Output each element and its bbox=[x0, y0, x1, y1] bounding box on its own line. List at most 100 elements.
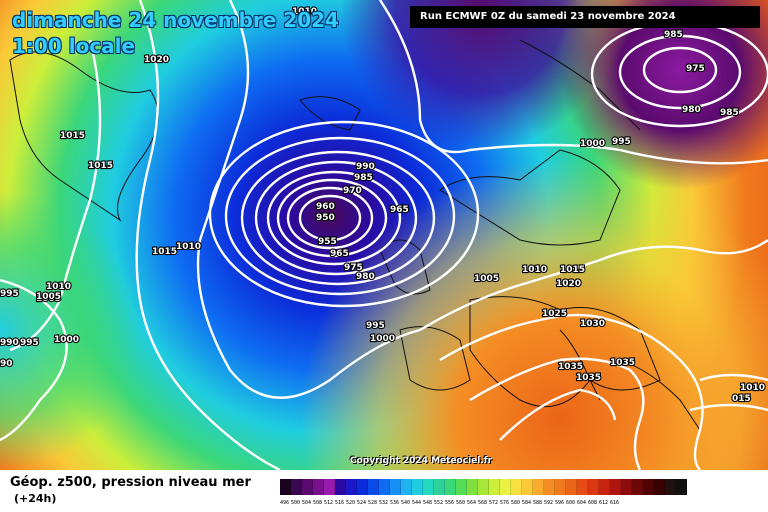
color-scale-swatch bbox=[676, 479, 687, 495]
color-scale-swatch bbox=[500, 479, 511, 495]
legend-footer: Géop. z500, pression niveau mer (+24h) 4… bbox=[0, 470, 768, 512]
color-scale-swatch bbox=[632, 479, 643, 495]
color-scale-tick: 616 bbox=[610, 500, 620, 506]
isobar-label: 990 bbox=[0, 338, 19, 348]
color-scale-swatch bbox=[280, 479, 291, 495]
isobar-label: 960 bbox=[316, 202, 335, 212]
isobar-label: 1035 bbox=[610, 358, 635, 368]
isobar-label: 975 bbox=[686, 64, 705, 74]
color-scale-swatch bbox=[456, 479, 467, 495]
isobar-label: 1015 bbox=[560, 265, 585, 275]
color-scale-swatch bbox=[588, 479, 599, 495]
isobar-labels: 1010 1020 1015 1015 1005 1015 1010 995 1… bbox=[0, 6, 766, 405]
isobar-label: 980 bbox=[356, 272, 375, 282]
color-scale-swatch bbox=[401, 479, 412, 495]
isobar-label: 1015 bbox=[60, 131, 85, 141]
isobar-label: 985 bbox=[720, 108, 739, 118]
isobar-label: 965 bbox=[390, 205, 409, 215]
isobar-label: 995 bbox=[612, 137, 631, 147]
isobar-label: 1000 bbox=[54, 335, 79, 345]
forecast-time-title: 1:00 locale bbox=[12, 34, 136, 58]
isobar-label: 1000 bbox=[370, 334, 395, 344]
color-scale-ticks: 496 500 504 508 512 516 520 524 528 532 536 540 544 5… bbox=[280, 500, 621, 506]
color-scale-tick: 500 bbox=[291, 500, 301, 506]
color-scale-swatch bbox=[390, 479, 401, 495]
color-scale-swatch bbox=[522, 479, 533, 495]
isobar-label: 90 bbox=[0, 359, 13, 369]
color-scale-tick: 540 bbox=[401, 500, 411, 506]
isobar-label: 970 bbox=[343, 186, 362, 196]
color-scale-swatch bbox=[302, 479, 313, 495]
isobar-label: 1020 bbox=[556, 279, 581, 289]
isobar-label: 1005 bbox=[36, 292, 61, 302]
color-scale-swatch bbox=[434, 479, 445, 495]
isobar-label: 1000 bbox=[580, 139, 605, 149]
isobar-label: 1010 bbox=[740, 383, 765, 393]
isobar-label: 1010 bbox=[292, 7, 317, 17]
isobar-label: 1015 bbox=[88, 161, 113, 171]
color-scale-swatch bbox=[533, 479, 544, 495]
color-scale-swatch bbox=[467, 479, 478, 495]
isobar-label: 1035 bbox=[558, 362, 583, 372]
color-scale-tick: 508 bbox=[313, 500, 323, 506]
color-scale-swatch bbox=[643, 479, 654, 495]
color-scale-tick: 528 bbox=[368, 500, 378, 506]
isobar-label: 015 bbox=[732, 394, 751, 404]
color-scale-tick: 596 bbox=[555, 500, 565, 506]
isobar-label: 995 bbox=[20, 338, 39, 348]
color-scale-tick: 556 bbox=[445, 500, 455, 506]
color-scale-swatch bbox=[368, 479, 379, 495]
isobar-label: 965 bbox=[330, 249, 349, 259]
isobar-label: 975 bbox=[344, 263, 363, 273]
color-scale-tick: 568 bbox=[478, 500, 488, 506]
color-scale-tick: 572 bbox=[489, 500, 499, 506]
isobar-label: 1005 bbox=[36, 294, 61, 304]
color-scale-swatch bbox=[511, 479, 522, 495]
color-scale-swatch bbox=[313, 479, 324, 495]
isobar-label: 995 bbox=[0, 289, 19, 299]
color-scale-tick: 520 bbox=[346, 500, 356, 506]
map-panel: 1010 1020 1015 1015 1005 1015 1010 995 1… bbox=[0, 0, 768, 470]
color-scale-swatch bbox=[324, 479, 335, 495]
isobar-label: 985 bbox=[664, 30, 683, 40]
color-scale-tick: 524 bbox=[357, 500, 367, 506]
color-scale-swatch bbox=[445, 479, 456, 495]
isobar-label: 1020 bbox=[144, 55, 169, 65]
color-scale-swatch bbox=[621, 479, 632, 495]
map-canvas: 1010 1020 1015 1015 1005 1015 1010 995 1… bbox=[0, 0, 768, 470]
color-scale-tick: 544 bbox=[412, 500, 422, 506]
color-scale-swatch bbox=[357, 479, 368, 495]
color-scale-tick: 536 bbox=[390, 500, 400, 506]
color-scale-swatch bbox=[291, 479, 302, 495]
isobar-label: 1015 bbox=[152, 247, 177, 257]
isobar-label: 1030 bbox=[580, 319, 605, 329]
color-scale-swatch bbox=[665, 479, 676, 495]
color-scale-tick: 580 bbox=[511, 500, 521, 506]
color-scale-tick: 588 bbox=[533, 500, 543, 506]
isobar-label: 985 bbox=[354, 173, 373, 183]
color-scale-swatch bbox=[478, 479, 489, 495]
color-scale bbox=[280, 479, 687, 495]
color-scale-swatch bbox=[654, 479, 665, 495]
coastlines bbox=[9, 39, 701, 431]
color-scale-tick: 548 bbox=[423, 500, 433, 506]
color-scale-tick: 608 bbox=[588, 500, 598, 506]
color-scale-swatch bbox=[423, 479, 434, 495]
color-scale-tick: 560 bbox=[456, 500, 466, 506]
isobar-label: 990 bbox=[356, 162, 375, 172]
color-scale-tick: 564 bbox=[467, 500, 477, 506]
color-scale-swatch bbox=[335, 479, 346, 495]
color-scale-swatch bbox=[379, 479, 390, 495]
color-scale-tick: 532 bbox=[379, 500, 389, 506]
color-scale-swatch bbox=[346, 479, 357, 495]
model-run-info: Run ECMWF 0Z du samedi 23 novembre 2024 bbox=[410, 6, 760, 28]
color-scale-tick: 584 bbox=[522, 500, 532, 506]
color-scale-swatch bbox=[599, 479, 610, 495]
isobar-label: 995 bbox=[366, 321, 385, 331]
color-scale-tick: 552 bbox=[434, 500, 444, 506]
isobar-label: 1010 bbox=[176, 242, 201, 252]
isobar-label: 1025 bbox=[542, 309, 567, 319]
isobar-label: 1035 bbox=[576, 373, 601, 383]
color-scale-swatch bbox=[577, 479, 588, 495]
